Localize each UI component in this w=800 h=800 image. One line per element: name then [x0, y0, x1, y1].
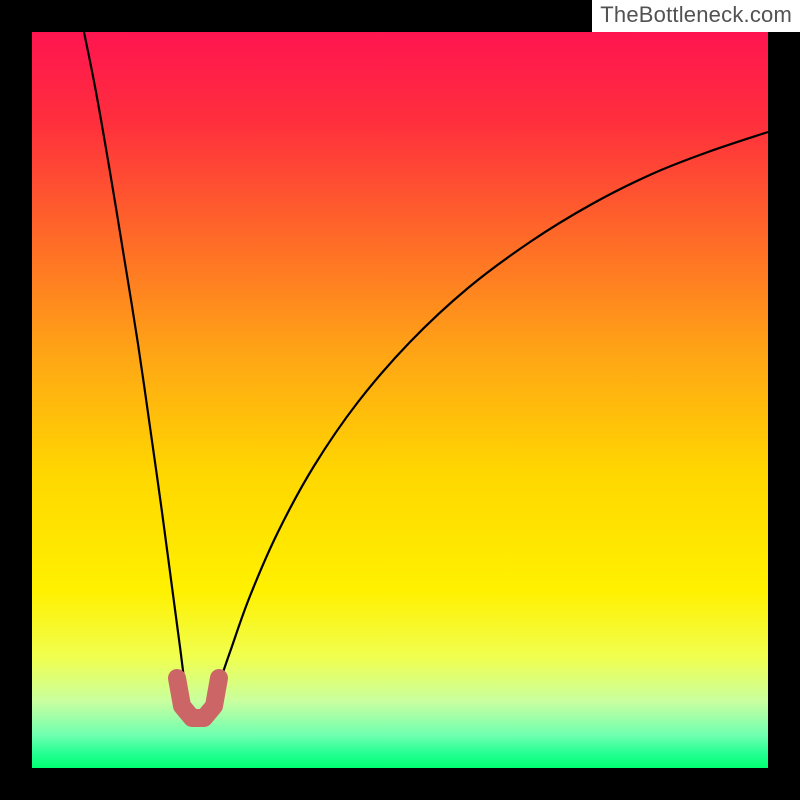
- bottleneck-plot: [32, 32, 768, 768]
- watermark-label: TheBottleneck.com: [592, 0, 800, 32]
- gradient-background: [32, 32, 768, 768]
